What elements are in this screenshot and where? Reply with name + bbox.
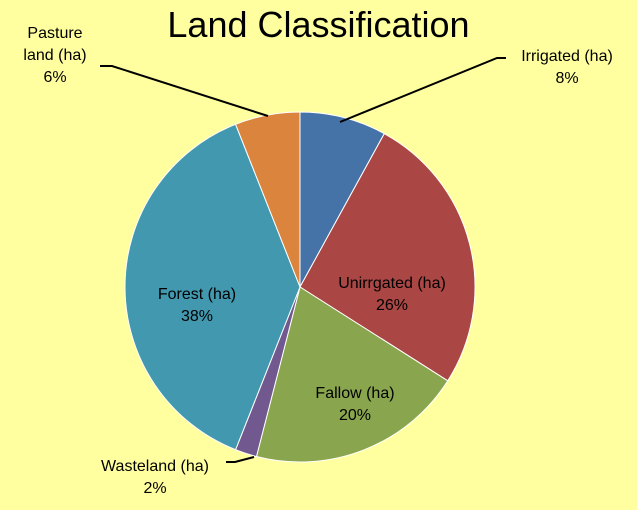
pie-slice — [299, 132, 476, 382]
value-label: 8% — [555, 70, 579, 87]
category-label: Fallow (ha) — [315, 385, 395, 402]
category-label: Irrigated (ha) — [521, 48, 613, 65]
category-label: Forest (ha) — [157, 286, 237, 303]
slice-label: Irrigated (ha) 8% — [497, 46, 637, 90]
value-label: 38% — [180, 308, 214, 325]
value-label: 2% — [143, 480, 167, 497]
chart-title: Land Classification — [167, 4, 470, 45]
value-label: 6% — [43, 69, 67, 86]
slice-label: Pasture land (ha) 6% — [15, 23, 95, 89]
leader-line — [339, 57, 506, 123]
category-label: Unirrgated (ha) — [338, 275, 446, 292]
slice-label: Fallow (ha) 20% — [285, 383, 425, 427]
value-label: 20% — [338, 407, 372, 424]
value-label: 26% — [375, 297, 409, 314]
slice-label: Unirrgated (ha) 26% — [312, 273, 472, 317]
category-label: Pasture land (ha) — [23, 25, 87, 64]
slice-label: Forest (ha) 38% — [127, 284, 267, 328]
leader-line — [100, 65, 269, 117]
leader-line — [226, 456, 255, 463]
pie-slice — [255, 286, 449, 463]
category-label: Wasteland (ha) — [101, 458, 209, 475]
slice-label: Wasteland (ha) 2% — [75, 456, 235, 500]
pie-slice — [124, 123, 301, 451]
